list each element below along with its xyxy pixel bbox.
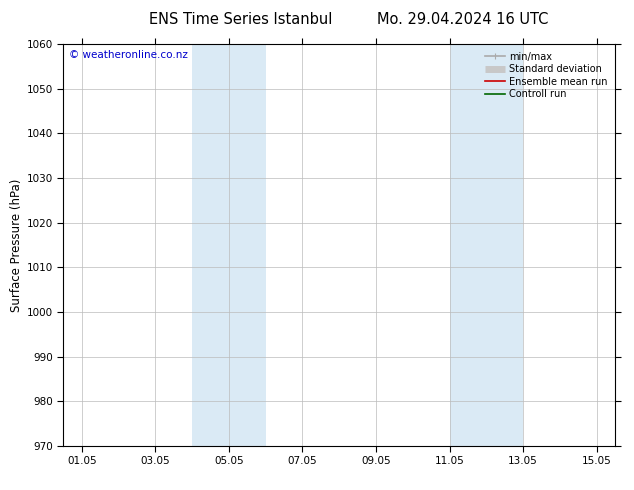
Legend: min/max, Standard deviation, Ensemble mean run, Controll run: min/max, Standard deviation, Ensemble me… — [482, 49, 610, 102]
Bar — [450, 44, 523, 446]
Text: Mo. 29.04.2024 16 UTC: Mo. 29.04.2024 16 UTC — [377, 12, 548, 27]
Y-axis label: Surface Pressure (hPa): Surface Pressure (hPa) — [10, 178, 23, 312]
Text: ENS Time Series Istanbul: ENS Time Series Istanbul — [149, 12, 333, 27]
Text: © weatheronline.co.nz: © weatheronline.co.nz — [69, 50, 188, 60]
Bar — [192, 44, 266, 446]
